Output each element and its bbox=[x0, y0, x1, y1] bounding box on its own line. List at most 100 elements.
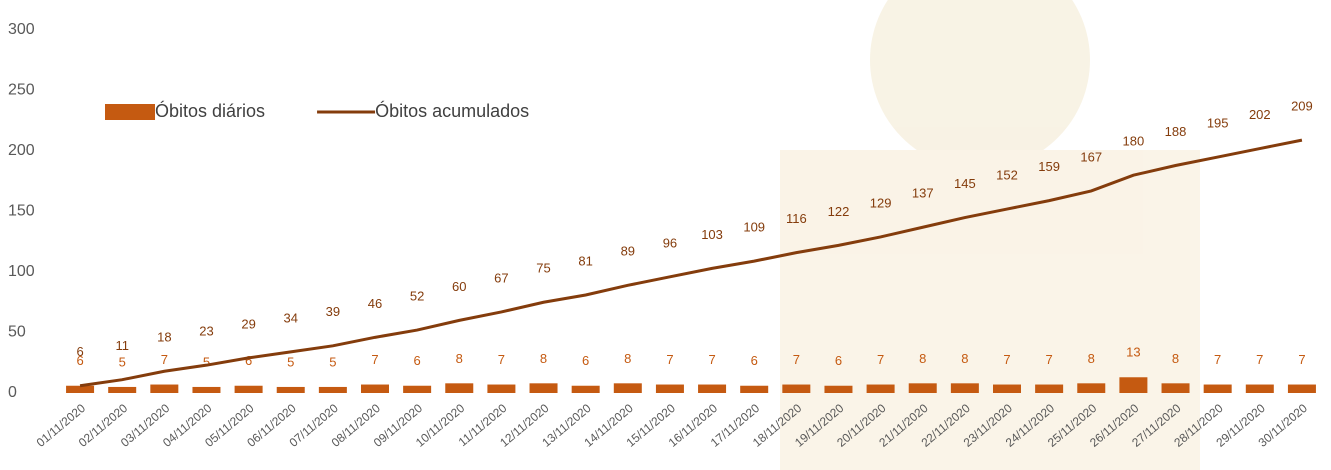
bar-value-label: 5 bbox=[287, 354, 294, 369]
bar bbox=[108, 387, 136, 393]
bar-value-label: 7 bbox=[161, 352, 168, 367]
line-value-label: 209 bbox=[1291, 99, 1313, 114]
bar-value-label: 7 bbox=[1214, 352, 1221, 367]
bar bbox=[782, 385, 810, 393]
line-value-label: 52 bbox=[410, 289, 424, 304]
bar-value-label: 13 bbox=[1126, 345, 1140, 360]
bar bbox=[614, 383, 642, 393]
line-value-label: 81 bbox=[578, 253, 592, 268]
bar-value-label: 7 bbox=[877, 352, 884, 367]
line-value-label: 46 bbox=[368, 296, 382, 311]
bar-value-label: 7 bbox=[371, 352, 378, 367]
line-value-label: 116 bbox=[786, 211, 807, 226]
bar bbox=[993, 385, 1021, 393]
bar bbox=[1077, 383, 1105, 393]
line-value-label: 89 bbox=[621, 244, 635, 259]
line-value-label: 18 bbox=[157, 330, 171, 345]
y-tick-label: 100 bbox=[8, 263, 35, 280]
y-tick-label: 50 bbox=[8, 324, 26, 341]
bar-value-label: 6 bbox=[245, 353, 252, 368]
y-tick-label: 150 bbox=[8, 203, 35, 220]
bar-value-label: 5 bbox=[329, 354, 336, 369]
bar bbox=[572, 386, 600, 393]
bar-value-label: 7 bbox=[1256, 352, 1263, 367]
bar bbox=[530, 383, 558, 393]
bar-value-label: 7 bbox=[498, 352, 505, 367]
bar bbox=[445, 383, 473, 393]
bar bbox=[487, 385, 515, 393]
bar-value-label: 7 bbox=[1046, 352, 1053, 367]
line-value-label: 167 bbox=[1080, 149, 1102, 164]
y-tick-label: 250 bbox=[8, 82, 35, 99]
chart: 05010015020025030001/11/202002/11/202003… bbox=[0, 0, 1331, 470]
bar bbox=[1119, 377, 1147, 393]
bar bbox=[277, 387, 305, 393]
bar bbox=[909, 383, 937, 393]
line-value-label: 96 bbox=[663, 235, 677, 250]
bar bbox=[951, 383, 979, 393]
bar bbox=[361, 385, 389, 393]
bar-value-label: 5 bbox=[203, 354, 210, 369]
line-value-label: 159 bbox=[1038, 159, 1060, 174]
bar bbox=[1162, 383, 1190, 393]
bar bbox=[1035, 385, 1063, 393]
line-value-label: 180 bbox=[1123, 134, 1145, 149]
bar-value-label: 8 bbox=[624, 351, 631, 366]
bar-value-label: 8 bbox=[1172, 351, 1179, 366]
bar bbox=[319, 387, 347, 393]
bar-value-label: 8 bbox=[919, 351, 926, 366]
legend-swatch bbox=[105, 104, 155, 120]
line-value-label: 103 bbox=[701, 227, 723, 242]
line-value-label: 29 bbox=[241, 316, 255, 331]
bar-value-label: 6 bbox=[582, 353, 589, 368]
bar bbox=[824, 386, 852, 393]
bar bbox=[1204, 385, 1232, 393]
bar bbox=[867, 385, 895, 393]
line-value-label: 67 bbox=[494, 270, 508, 285]
line-value-label: 202 bbox=[1249, 107, 1271, 122]
legend-label: Óbitos diários bbox=[155, 100, 265, 121]
bar-value-label: 6 bbox=[751, 353, 758, 368]
bar-value-label: 7 bbox=[1298, 352, 1305, 367]
line-value-label: 60 bbox=[452, 279, 466, 294]
line-value-label: 109 bbox=[743, 220, 765, 235]
bar-value-label: 7 bbox=[1003, 352, 1010, 367]
line-value-label: 75 bbox=[536, 261, 550, 276]
bar-value-label: 8 bbox=[540, 351, 547, 366]
bar-value-label: 7 bbox=[793, 352, 800, 367]
bar bbox=[66, 386, 94, 393]
y-tick-label: 300 bbox=[8, 21, 35, 38]
legend-label: Óbitos acumulados bbox=[375, 100, 529, 121]
bar bbox=[192, 387, 220, 393]
line-value-label: 145 bbox=[954, 176, 976, 191]
y-tick-label: 0 bbox=[8, 384, 17, 401]
bar bbox=[235, 386, 263, 393]
line-value-label: 152 bbox=[996, 168, 1018, 183]
bar-value-label: 8 bbox=[961, 351, 968, 366]
bar bbox=[740, 386, 768, 393]
bar-value-label: 6 bbox=[414, 353, 421, 368]
bar bbox=[150, 385, 178, 393]
bar-value-label: 8 bbox=[456, 351, 463, 366]
bar bbox=[698, 385, 726, 393]
bar-value-label: 8 bbox=[1088, 351, 1095, 366]
bar bbox=[403, 386, 431, 393]
line-value-label: 23 bbox=[199, 324, 213, 339]
line-value-label: 129 bbox=[870, 195, 892, 210]
bar bbox=[1246, 385, 1274, 393]
line-value-label: 188 bbox=[1165, 124, 1187, 139]
line-value-label: 6 bbox=[76, 344, 83, 359]
bar bbox=[656, 385, 684, 393]
bar-value-label: 7 bbox=[708, 352, 715, 367]
line-value-label: 137 bbox=[912, 186, 934, 201]
line-value-label: 195 bbox=[1207, 115, 1229, 130]
y-tick-label: 200 bbox=[8, 142, 35, 159]
line-value-label: 39 bbox=[326, 304, 340, 319]
bar-value-label: 7 bbox=[666, 352, 673, 367]
bar-value-label: 6 bbox=[835, 353, 842, 368]
line-value-label: 34 bbox=[283, 310, 297, 325]
bar-value-label: 5 bbox=[119, 354, 126, 369]
line-value-label: 11 bbox=[115, 338, 129, 353]
line-value-label: 122 bbox=[828, 204, 850, 219]
background-emblem bbox=[780, 0, 1200, 470]
